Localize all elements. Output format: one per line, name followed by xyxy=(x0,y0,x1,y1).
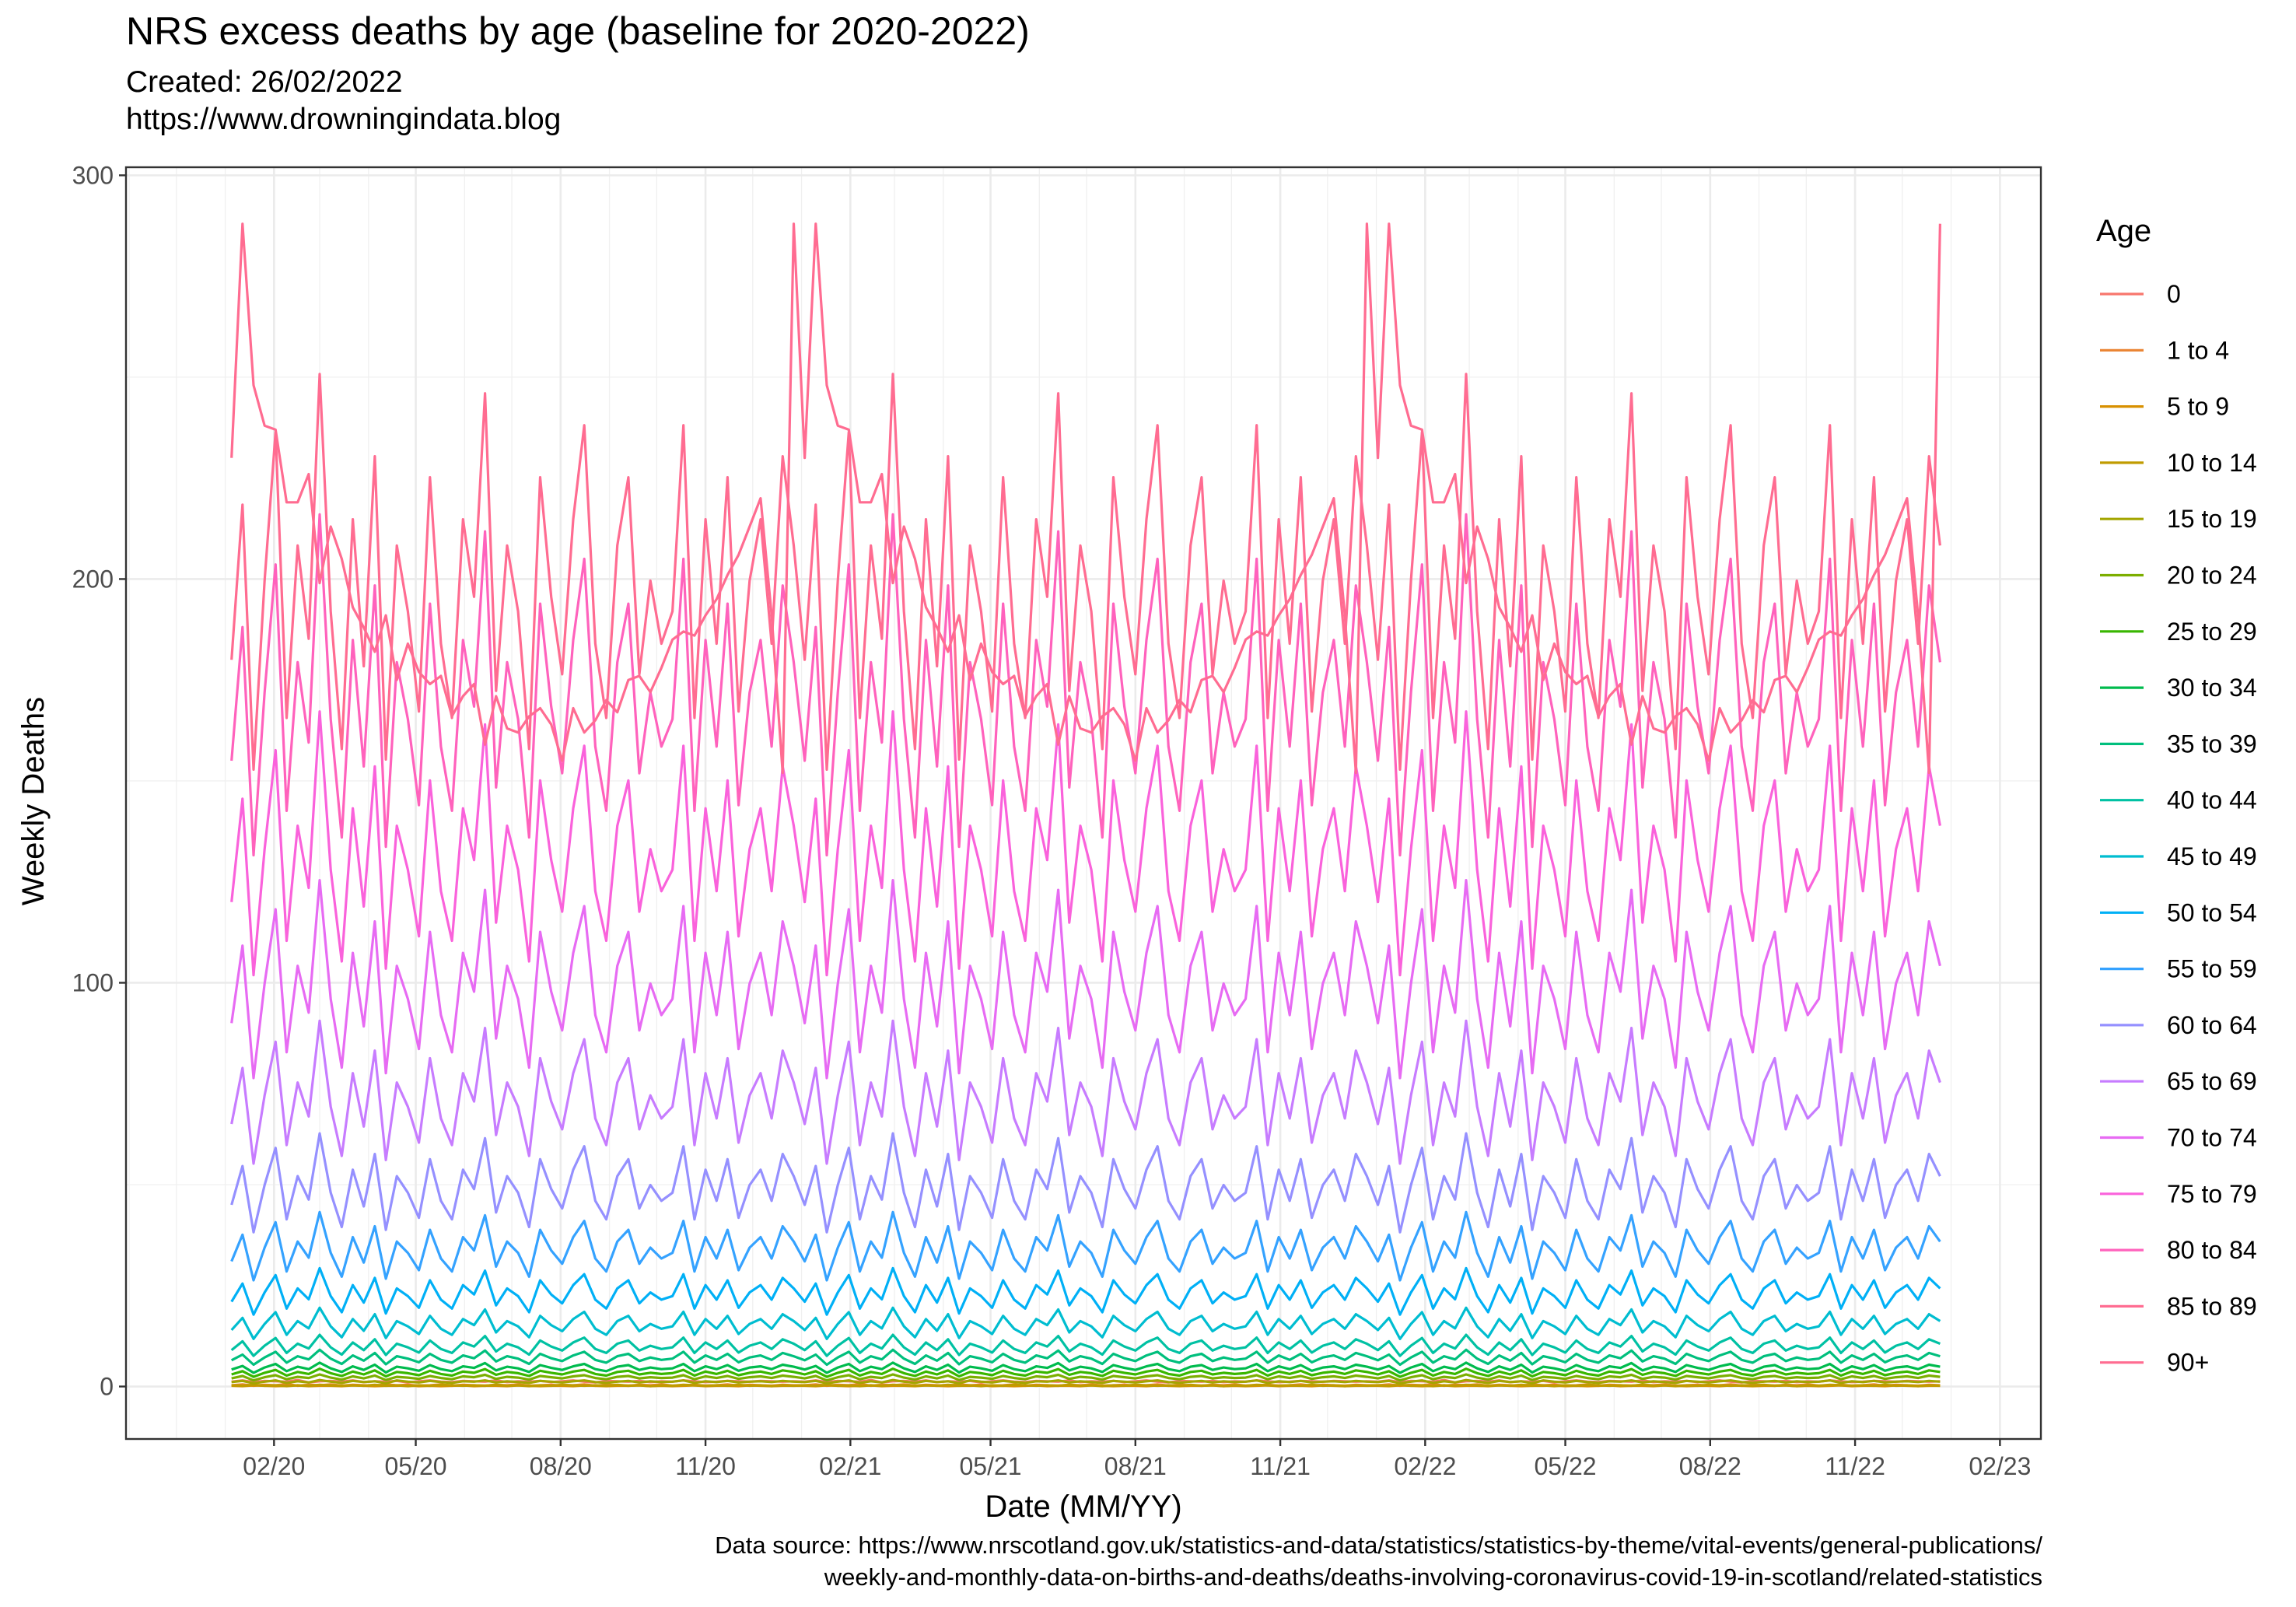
series-line-65-to-69 xyxy=(230,1019,1941,1165)
legend-label: 90+ xyxy=(2167,1349,2209,1377)
legend-label: 5 to 9 xyxy=(2167,393,2229,421)
legend-label: 55 to 59 xyxy=(2167,955,2257,983)
legend-label: 35 to 39 xyxy=(2167,730,2257,758)
legend-label: 75 to 79 xyxy=(2167,1180,2257,1208)
series-line-10-to-14 xyxy=(231,1383,1941,1388)
legend-label: 80 to 84 xyxy=(2167,1236,2257,1264)
series-layer xyxy=(230,222,1941,1388)
legend-title: Age xyxy=(2096,214,2151,248)
legend-label: 70 to 74 xyxy=(2167,1124,2257,1152)
x-tick-label: 02/23 xyxy=(1969,1452,2031,1480)
y-tick-label: 200 xyxy=(72,565,114,593)
series-line-60-to-64 xyxy=(230,1132,1941,1234)
caption-line-2: weekly-and-monthly-data-on-births-and-de… xyxy=(824,1563,2042,1591)
x-tick-label: 11/20 xyxy=(675,1452,736,1480)
x-axis: 02/20 05/20 08/20 11/20 02/21 05/21 08/21 11/21… xyxy=(243,1439,2031,1480)
legend-label: 60 to 64 xyxy=(2167,1011,2257,1039)
x-tick-label: 11/21 xyxy=(1250,1452,1311,1480)
series-line-55-to-59 xyxy=(230,1210,1941,1282)
series-line-30-to-34 xyxy=(231,1361,1941,1374)
x-tick-label: 11/22 xyxy=(1825,1452,1885,1480)
caption-line-1: Data source: https://www.nrscotland.gov.… xyxy=(715,1532,2042,1559)
x-tick-label: 02/21 xyxy=(819,1452,881,1480)
series-line-75-to-79 xyxy=(230,710,1941,977)
series-line-85-to-89 xyxy=(230,373,1941,771)
plot-border xyxy=(124,166,2042,1441)
data-source-caption: Data source: https://www.nrscotland.gov.… xyxy=(715,1529,2042,1593)
x-tick-label: 02/22 xyxy=(1394,1452,1456,1480)
legend-label: 20 to 24 xyxy=(2167,562,2257,590)
legend-label: 15 to 19 xyxy=(2167,505,2257,533)
series-line-20-to-24 xyxy=(231,1373,1941,1382)
series-line-90 xyxy=(230,222,1941,775)
x-axis-title: Date (MM/YY) xyxy=(985,1490,1181,1524)
x-tick-label: 08/21 xyxy=(1104,1452,1167,1480)
legend-label: 1 to 4 xyxy=(2167,336,2229,364)
x-tick-label: 08/22 xyxy=(1679,1452,1741,1480)
y-axis: 0 100 200 300 xyxy=(72,161,126,1401)
subtitle-created: Created: 26/02/2022 xyxy=(126,65,403,99)
series-line-35-to-39 xyxy=(230,1348,1941,1367)
x-tick-label: 08/20 xyxy=(530,1452,592,1480)
series-line-50-to-54 xyxy=(230,1266,1941,1316)
chart-subtitle: Created: 26/02/2022 https://www.drowning… xyxy=(126,64,561,138)
series-line-15-to-19 xyxy=(231,1378,1941,1385)
x-tick-label: 05/20 xyxy=(385,1452,447,1480)
series-line-25-to-29 xyxy=(231,1367,1941,1378)
legend-label: 85 to 89 xyxy=(2167,1292,2257,1320)
legend-label: 40 to 44 xyxy=(2167,786,2257,814)
y-tick-label: 0 xyxy=(100,1373,114,1401)
series-line-45-to-49 xyxy=(230,1306,1941,1340)
grid-minor xyxy=(126,167,2041,1439)
series-line-70-to-74 xyxy=(230,879,1941,1080)
legend-label: 50 to 54 xyxy=(2167,898,2257,926)
legend: Age 0 1 to 4 5 to 9 10 to 14 15 to 19 20 to 2… xyxy=(2096,214,2257,1377)
y-tick-label: 100 xyxy=(72,968,114,996)
legend-label: 0 xyxy=(2167,280,2181,308)
series-line-40-to-44 xyxy=(230,1333,1941,1357)
legend-label: 30 to 34 xyxy=(2167,674,2257,702)
x-tick-label: 05/22 xyxy=(1535,1452,1597,1480)
legend-label: 65 to 69 xyxy=(2167,1067,2257,1095)
y-tick-label: 300 xyxy=(72,161,114,189)
y-axis-title: Weekly Deaths xyxy=(16,697,51,905)
subtitle-url: https://www.drowningindata.blog xyxy=(126,103,562,136)
chart-title: NRS excess deaths by age (baseline for 2… xyxy=(126,9,1030,53)
legend-label: 45 to 49 xyxy=(2167,842,2257,870)
legend-label: 10 to 14 xyxy=(2167,449,2257,477)
legend-label: 25 to 29 xyxy=(2167,618,2257,646)
x-tick-label: 02/20 xyxy=(243,1452,305,1480)
series-line-80-to-84 xyxy=(230,513,1941,857)
x-tick-label: 05/21 xyxy=(960,1452,1022,1480)
